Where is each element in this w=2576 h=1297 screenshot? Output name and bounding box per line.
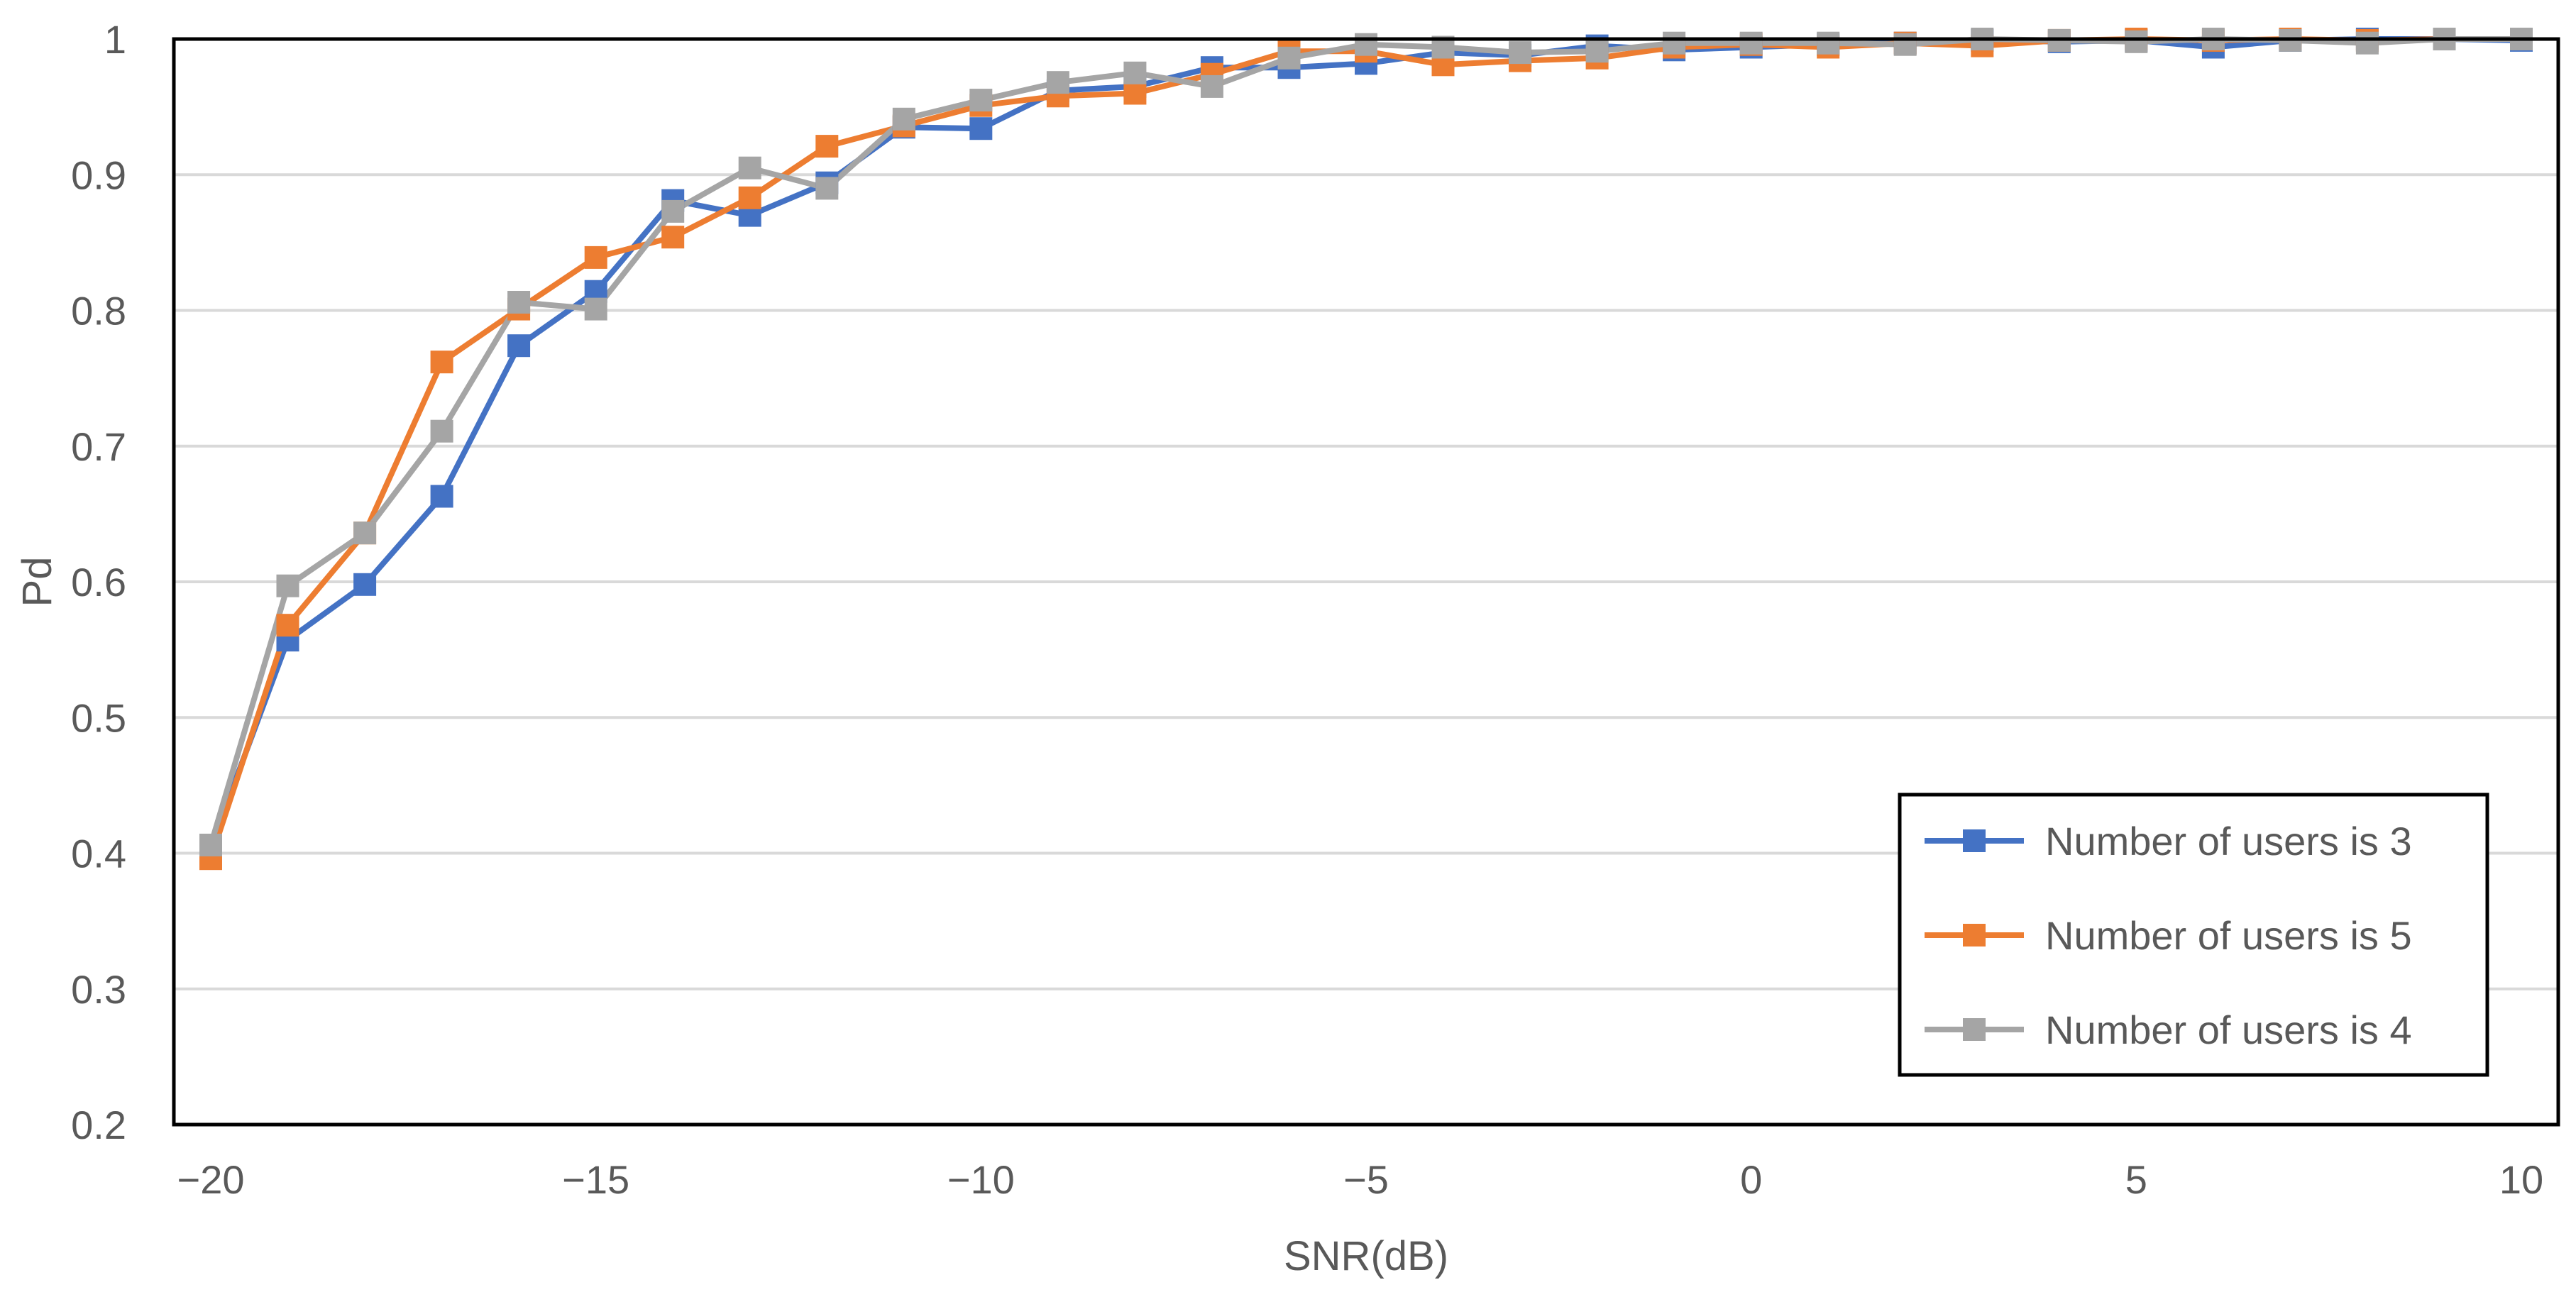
legend-item: Number of users is 4 xyxy=(1925,1008,2412,1052)
y-tick-label: 0.4 xyxy=(71,832,126,876)
y-tick-label: 0.3 xyxy=(71,967,126,1012)
data-point xyxy=(815,135,839,158)
series-line-1 xyxy=(208,36,2522,848)
data-point xyxy=(353,521,377,545)
plot-frame xyxy=(172,37,2560,1127)
data-point xyxy=(969,89,993,112)
data-point xyxy=(1893,33,1917,56)
data-point xyxy=(584,245,607,269)
y-tick-label: 0.7 xyxy=(71,424,126,469)
x-tick-label: 10 xyxy=(2499,1157,2543,1202)
x-tick-label: −10 xyxy=(947,1157,1015,1202)
data-point xyxy=(584,297,607,321)
x-tick-label: −5 xyxy=(1343,1157,1389,1202)
data-point xyxy=(661,199,685,223)
data-point xyxy=(1817,31,1840,55)
series-markers-3 xyxy=(199,28,2533,856)
data-point xyxy=(1123,61,1147,84)
series-markers-1 xyxy=(199,28,2533,858)
data-point xyxy=(2355,31,2379,55)
data-point xyxy=(1739,31,1763,55)
legend-marker xyxy=(1963,1018,1986,1041)
data-point xyxy=(892,107,915,131)
data-point xyxy=(2125,30,2148,53)
legend-item: Number of users is 5 xyxy=(1925,913,2412,958)
series-line-3 xyxy=(208,36,2521,846)
data-point xyxy=(199,834,222,856)
data-point xyxy=(1355,33,1377,56)
data-point xyxy=(507,334,531,358)
x-axis-ticks: −20 −15 −10 −5 0 5 10 xyxy=(177,1157,2544,1202)
data-point xyxy=(430,485,453,508)
data-point xyxy=(1509,41,1532,65)
data-point xyxy=(276,614,299,637)
data-point xyxy=(1585,40,1609,63)
x-axis-title: SNR(dB) xyxy=(1284,1233,1448,1279)
legend-label: Number of users is 4 xyxy=(2045,1008,2412,1052)
legend-item: Number of users is 3 xyxy=(1925,819,2412,863)
y-tick-label: 0.6 xyxy=(71,560,126,605)
data-point xyxy=(969,117,993,140)
x-tick-label: −15 xyxy=(562,1157,629,1202)
x-tick-label: 0 xyxy=(1740,1157,1762,1202)
y-tick-label: 0.8 xyxy=(71,289,126,333)
x-tick-label: 5 xyxy=(2125,1157,2147,1202)
legend-marker xyxy=(1963,924,1986,946)
legend-label: Number of users is 5 xyxy=(2045,913,2412,958)
y-tick-label: 0.9 xyxy=(71,153,126,197)
series-markers-2 xyxy=(199,28,2533,871)
legend-label: Number of users is 3 xyxy=(2045,819,2412,863)
data-point xyxy=(1046,71,1069,94)
data-point xyxy=(353,573,377,596)
series-line-2 xyxy=(208,36,2521,860)
series-lines xyxy=(208,36,2522,860)
y-tick-label: 0.5 xyxy=(71,695,126,740)
data-point xyxy=(815,177,839,200)
x-tick-label: −20 xyxy=(177,1157,245,1202)
y-axis-ticks: 0.2 0.3 0.4 0.5 0.6 0.7 0.8 0.9 1 xyxy=(71,17,126,1147)
y-axis-title: Pd xyxy=(14,557,60,607)
data-point xyxy=(507,291,531,314)
data-point xyxy=(661,226,685,249)
legend-marker xyxy=(1963,829,1986,852)
data-point xyxy=(1663,31,1686,55)
y-tick-label: 0.2 xyxy=(71,1103,126,1147)
series-markers xyxy=(199,28,2533,871)
data-point xyxy=(1200,74,1223,98)
data-point xyxy=(276,574,299,597)
data-point xyxy=(738,156,761,180)
data-point xyxy=(1123,82,1147,105)
data-point xyxy=(738,186,761,209)
y-tick-label: 1 xyxy=(104,17,126,62)
data-point xyxy=(430,419,453,443)
legend: Number of users is 3 Number of users is 5… xyxy=(1898,793,2489,1077)
data-point xyxy=(430,351,453,374)
data-point xyxy=(1277,46,1301,70)
